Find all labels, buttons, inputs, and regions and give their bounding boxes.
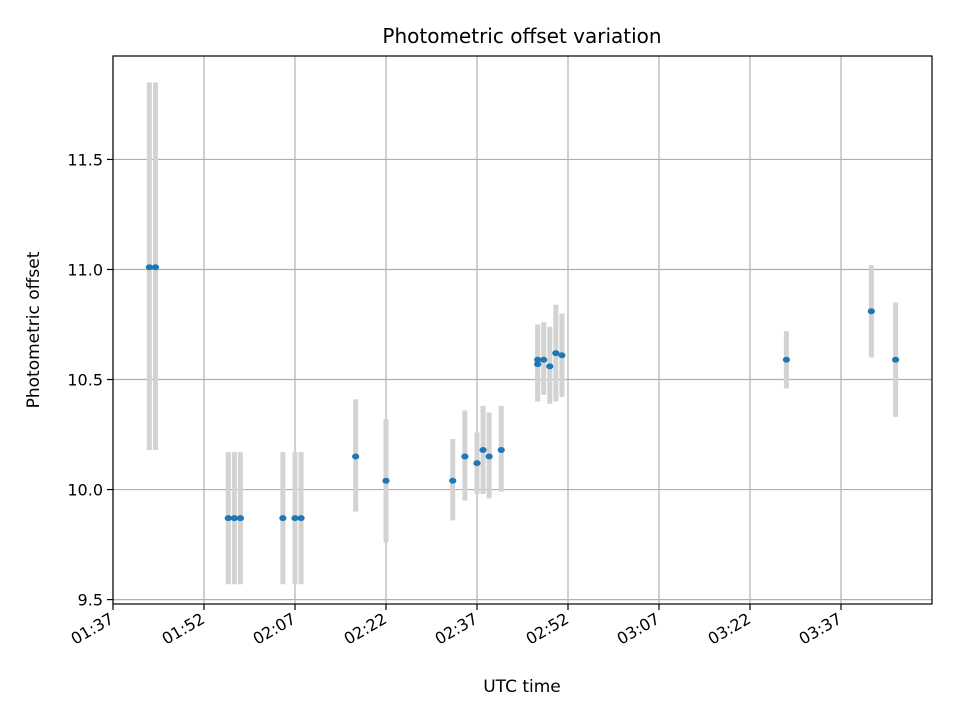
x-axis-label: UTC time bbox=[483, 677, 561, 697]
data-point bbox=[546, 363, 554, 370]
data-point bbox=[352, 453, 360, 460]
data-point bbox=[892, 356, 900, 363]
errorbars bbox=[146, 82, 899, 585]
y-tick-label: 10.0 bbox=[67, 481, 103, 500]
x-tick-label: 02:22 bbox=[341, 609, 390, 649]
grid bbox=[112, 56, 932, 604]
data-point bbox=[552, 350, 560, 357]
x-tick-label: 03:37 bbox=[796, 609, 845, 649]
data-point bbox=[461, 453, 469, 460]
y-tick-label: 11.5 bbox=[67, 150, 103, 169]
x-tick-label: 01:52 bbox=[159, 609, 208, 649]
data-point bbox=[473, 460, 481, 467]
data-point bbox=[485, 453, 493, 460]
data-point bbox=[497, 446, 505, 453]
y-tick-label: 10.5 bbox=[67, 371, 103, 390]
data-point bbox=[382, 477, 390, 484]
data-point bbox=[449, 477, 457, 484]
data-point bbox=[224, 515, 232, 522]
data-point bbox=[782, 356, 791, 363]
chart-title: Photometric offset variation bbox=[382, 24, 661, 48]
y-axis-label: Photometric offset bbox=[24, 251, 44, 408]
data-point bbox=[867, 308, 875, 315]
x-tick-label: 01:37 bbox=[68, 609, 117, 649]
data-point bbox=[279, 515, 287, 522]
y-tick-label: 11.0 bbox=[67, 260, 103, 279]
x-tick-label: 03:07 bbox=[614, 609, 663, 649]
x-tick-label: 02:07 bbox=[250, 609, 299, 649]
data-point bbox=[534, 356, 542, 363]
x-tick-label: 02:37 bbox=[432, 609, 481, 649]
data-point bbox=[558, 352, 566, 359]
data-point bbox=[291, 515, 299, 522]
data-points bbox=[145, 264, 900, 522]
data-point bbox=[236, 515, 244, 522]
data-point bbox=[145, 264, 153, 271]
plot-frame bbox=[112, 55, 933, 605]
x-tick-label: 03:22 bbox=[705, 609, 754, 649]
x-axis: 01:37 01:52 02:07 02:22 02:37 02:52 03:07 03:22… bbox=[68, 604, 845, 649]
data-point bbox=[230, 515, 238, 522]
data-point bbox=[479, 446, 487, 453]
x-tick-label: 02:52 bbox=[523, 609, 572, 649]
y-axis: 9.5 10.0 10.5 11.0 11.5 bbox=[67, 150, 113, 610]
data-point bbox=[151, 264, 160, 271]
data-point bbox=[534, 361, 542, 368]
data-point bbox=[297, 515, 305, 522]
data-point bbox=[540, 356, 548, 363]
y-tick-label: 9.5 bbox=[78, 591, 103, 610]
